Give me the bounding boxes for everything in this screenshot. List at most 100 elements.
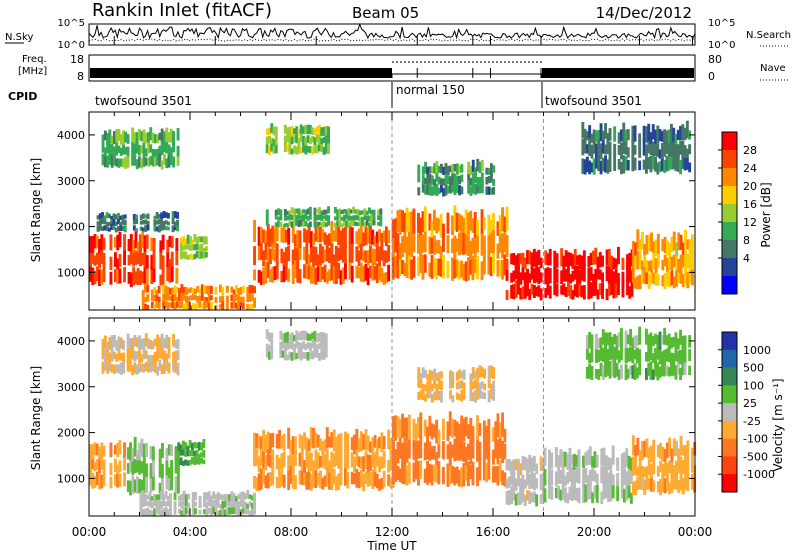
power-cell xyxy=(688,144,692,155)
power-cell xyxy=(681,248,685,268)
power-cell xyxy=(304,220,308,227)
power-cell xyxy=(153,294,156,302)
power-colorbar-title: Power [dB] xyxy=(759,182,773,247)
velocity-cell xyxy=(237,501,241,509)
power-cell xyxy=(469,254,473,275)
power-cell xyxy=(162,293,166,302)
power-cell xyxy=(274,134,278,145)
velocity-cell xyxy=(668,460,672,474)
velocity-cell xyxy=(144,508,147,516)
power-cell xyxy=(158,153,162,167)
power-cell xyxy=(200,292,204,301)
velocity-cell xyxy=(624,330,628,349)
power-cell xyxy=(295,126,299,136)
velocity-cell xyxy=(237,506,241,516)
velocity-cell xyxy=(606,332,610,346)
velocity-cell xyxy=(626,347,630,362)
power-cell xyxy=(630,282,634,297)
velocity-cell xyxy=(679,349,682,365)
velocity-cell xyxy=(607,482,610,503)
power-cell xyxy=(338,212,342,220)
velocity-cell xyxy=(604,361,607,378)
power-cell xyxy=(490,188,493,195)
velocity-cell xyxy=(328,460,331,473)
velocity-cell xyxy=(378,436,381,449)
velocity-cell xyxy=(280,466,284,487)
power-cell xyxy=(184,238,188,245)
x-tick-label: 00:00 xyxy=(678,525,713,539)
velocity-cell xyxy=(403,460,407,485)
velocity-cell xyxy=(568,447,572,467)
power-cell xyxy=(324,214,328,221)
velocity-cell xyxy=(303,460,306,473)
power-cell xyxy=(205,285,209,295)
power-cell xyxy=(327,206,330,214)
velocity-cell xyxy=(279,341,283,351)
velocity-cell xyxy=(636,477,640,490)
power-cell xyxy=(166,262,170,282)
power-cell xyxy=(681,242,685,255)
velocity-cell xyxy=(688,349,692,362)
power-cell xyxy=(512,284,516,300)
power-cell xyxy=(315,126,319,134)
velocity-cell xyxy=(268,332,271,342)
velocity-cell xyxy=(676,360,680,375)
power-cell xyxy=(670,123,673,140)
power-cell xyxy=(144,224,148,232)
power-cell xyxy=(384,226,388,247)
power-cell xyxy=(173,221,177,227)
power-cell xyxy=(631,139,635,156)
velocity-cell xyxy=(503,472,507,487)
power-cell xyxy=(98,223,102,231)
velocity-cell xyxy=(462,441,466,462)
power-colorbar-tick-label: 20 xyxy=(743,180,757,193)
velocity-cell xyxy=(286,354,290,361)
velocity-cell xyxy=(593,485,597,499)
velocity-cell xyxy=(476,467,479,487)
power-cell xyxy=(171,287,175,294)
power-cell xyxy=(371,266,375,281)
power-cell xyxy=(654,157,657,172)
power-cell xyxy=(631,240,635,254)
velocity-cell xyxy=(193,456,197,466)
velocity-cell xyxy=(223,493,227,502)
power-cell xyxy=(219,304,222,309)
velocity-cell xyxy=(225,507,229,515)
power-cell xyxy=(396,233,400,258)
power-cell xyxy=(204,236,208,245)
power-cell xyxy=(345,212,349,220)
power-cell xyxy=(160,140,164,156)
power-cell xyxy=(612,271,616,283)
velocity-cell xyxy=(165,448,169,461)
power-cell xyxy=(295,135,299,144)
velocity-cell xyxy=(181,460,185,466)
power-cell xyxy=(377,215,380,221)
power-cell xyxy=(458,175,462,185)
velocity-cell xyxy=(519,478,523,490)
power-cell xyxy=(279,221,283,228)
power-cell xyxy=(469,165,473,176)
power-cell xyxy=(530,284,534,295)
power-cell xyxy=(555,268,559,284)
power-colorbar-swatch xyxy=(722,222,737,241)
velocity-cell xyxy=(248,510,252,516)
velocity-cell xyxy=(241,499,245,509)
velocity-cell xyxy=(295,330,299,340)
power-cell xyxy=(318,124,321,135)
power-cell xyxy=(122,158,125,168)
power-cell xyxy=(151,132,155,143)
velocity-cell xyxy=(396,466,400,480)
velocity-cell xyxy=(166,495,170,501)
velocity-cell xyxy=(205,492,209,501)
power-cell xyxy=(442,226,445,252)
power-cell xyxy=(112,218,116,226)
velocity-cell xyxy=(162,494,166,500)
power-cell xyxy=(117,129,121,142)
power-colorbar-tick-label: 12 xyxy=(743,216,757,229)
power-cell xyxy=(606,159,610,174)
power-cell xyxy=(686,239,690,250)
power-cell xyxy=(194,294,197,301)
velocity-cell xyxy=(138,348,141,363)
velocity-cell xyxy=(344,446,347,469)
power-cell xyxy=(384,272,388,284)
